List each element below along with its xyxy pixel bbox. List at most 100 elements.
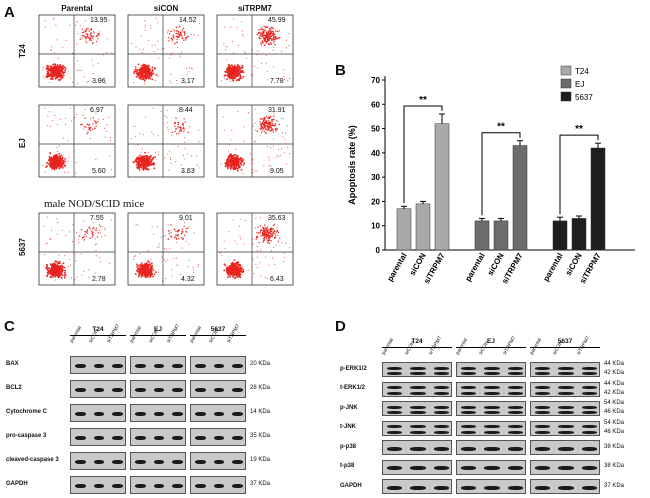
blot-strip (456, 440, 526, 455)
flow-row-header: EJ (18, 138, 27, 148)
protein-band (433, 405, 449, 409)
protein-band (135, 412, 146, 416)
lower-right-quadrant-value: 4.32 (181, 276, 195, 283)
protein-band (232, 436, 243, 440)
protein-band (558, 372, 574, 375)
blot-strip (530, 440, 600, 455)
protein-band (387, 466, 403, 470)
lower-right-quadrant-value: 2.78 (92, 276, 106, 283)
protein-band (153, 460, 165, 464)
blot-strip (190, 380, 246, 398)
blot-group-header: T24 (92, 326, 104, 333)
protein-band (581, 425, 597, 429)
protein-band (581, 430, 597, 434)
group-underline (530, 347, 600, 348)
protein-band (172, 484, 183, 488)
protein-band (135, 436, 146, 440)
blot-strip (530, 401, 600, 416)
blot-strip (382, 479, 452, 494)
protein-band (507, 446, 523, 451)
protein-band (484, 386, 500, 390)
blot-strip (70, 356, 126, 374)
blot-strip (382, 381, 452, 397)
blot-row-label: GAPDH (6, 481, 28, 487)
protein-band (135, 460, 146, 464)
dot-plot-svg (216, 14, 294, 88)
protein-band (461, 386, 477, 390)
protein-band (112, 388, 123, 392)
protein-band (93, 412, 105, 416)
y-tick-label: 60 (371, 100, 380, 109)
protein-band (461, 466, 477, 470)
blot-strip (456, 381, 526, 397)
protein-band (535, 372, 551, 375)
molecular-weight-label: 54 KDa (604, 419, 625, 426)
blot-group-header: EJ (487, 338, 495, 345)
flow-dot-plot (127, 14, 205, 88)
legend-swatch (560, 65, 572, 76)
molecular-weight-label: 42 KDa (604, 389, 625, 396)
upper-right-quadrant-value: 6.97 (90, 107, 104, 114)
upper-right-quadrant-value: 9.01 (179, 215, 193, 222)
protein-band (484, 405, 500, 409)
protein-band (387, 430, 403, 434)
blot-strip (190, 404, 246, 422)
blot-group-header: T24 (411, 338, 423, 345)
y-axis-label: Apoptosis rate (%) (347, 125, 357, 205)
upper-right-quadrant-value: 7.55 (90, 215, 104, 222)
significance-bracket (481, 132, 521, 216)
y-tick-label: 50 (371, 125, 380, 134)
blot-strip (530, 420, 600, 436)
protein-band (484, 485, 500, 490)
blot-row-label: BAX (6, 361, 19, 367)
significance-marker: ** (497, 122, 505, 133)
protein-band (232, 460, 243, 464)
blot-strip (456, 362, 526, 377)
bar (512, 145, 528, 251)
legend-swatch (560, 91, 572, 102)
category-label: siCON (408, 251, 428, 277)
protein-band (410, 411, 426, 414)
protein-band (558, 446, 574, 451)
protein-band (195, 388, 206, 392)
category-label: parental (385, 252, 408, 283)
molecular-weight-label: 37 KDa (250, 481, 271, 487)
protein-band (581, 366, 597, 370)
protein-band (93, 364, 105, 368)
y-tick-label: 40 (371, 149, 380, 158)
molecular-weight-label: 46 KDa (604, 428, 625, 435)
protein-band (75, 460, 86, 464)
protein-band (153, 484, 165, 488)
protein-band (558, 466, 574, 470)
blot-strip (130, 356, 186, 374)
protein-band (433, 386, 449, 390)
protein-band (153, 436, 165, 440)
molecular-weight-label: 28 KDa (250, 385, 271, 391)
blot-strip (190, 428, 246, 446)
protein-band (387, 425, 403, 429)
protein-band (213, 364, 225, 368)
protein-band (112, 484, 123, 488)
blot-strip (130, 476, 186, 494)
protein-band (507, 366, 523, 370)
bar (396, 208, 412, 251)
apoptosis-bar-chart: 0 10 20 30 40 50 60 70 Apoptosis rate (%) parenta… (347, 65, 635, 285)
protein-band (461, 446, 477, 451)
blot-strip (456, 479, 526, 494)
blot-row-label: GAPDH (340, 482, 362, 489)
lower-right-quadrant-value: 3.17 (181, 78, 195, 85)
protein-band (232, 388, 243, 392)
protein-band (195, 436, 206, 440)
protein-band (387, 405, 403, 409)
protein-band (387, 446, 403, 451)
flow-dot-plot (38, 14, 116, 88)
protein-band (172, 436, 183, 440)
protein-band (581, 386, 597, 390)
bar (493, 220, 509, 251)
protein-band (135, 484, 146, 488)
blot-strip (382, 459, 452, 475)
blot-strip (190, 356, 246, 374)
blot-strip (382, 440, 452, 455)
flow-dot-plot (216, 104, 294, 178)
flow-dot-plot (216, 14, 294, 88)
